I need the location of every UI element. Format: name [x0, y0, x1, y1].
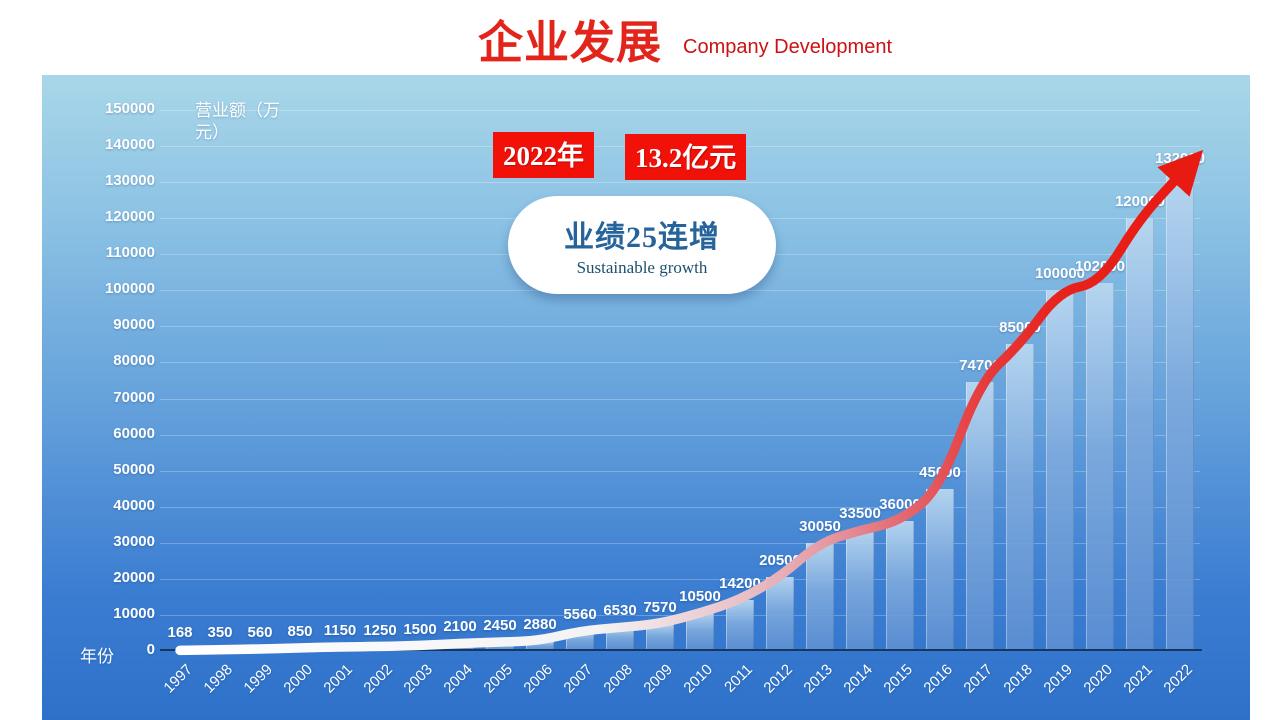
y-tick-label: 20000 [113, 568, 155, 586]
bar [726, 599, 754, 651]
bar [846, 530, 874, 651]
bar-value-label: 7570 [643, 598, 677, 616]
callout-bubble: 业绩25连增 Sustainable growth [508, 196, 776, 294]
bar-value-label: 33500 [839, 505, 881, 523]
bar [1166, 174, 1194, 651]
bar-value-label: 850 [287, 622, 313, 640]
gridline [160, 110, 1200, 111]
bar-value-label: 74700 [959, 356, 1001, 374]
y-tick-label: 100000 [104, 280, 155, 298]
y-axis-title-line1: 营业额（万 [195, 101, 280, 120]
bar-value-label: 10500 [679, 588, 721, 606]
y-tick-label: 70000 [113, 388, 155, 406]
bar [1006, 344, 1034, 651]
callout-title: 业绩25连增 [564, 221, 720, 254]
bar-value-label: 102000 [1074, 258, 1126, 276]
year-badge: 2022年 [493, 132, 594, 178]
y-tick-label: 10000 [113, 604, 155, 622]
chart-panel: 营业额（万 元） 年份 0 10000 20000 30000 40000 50000 60… [42, 75, 1250, 720]
y-tick-label: 30000 [113, 532, 155, 550]
bar [1086, 283, 1114, 651]
bar [686, 613, 714, 651]
page-title: 企业发展 [478, 17, 663, 68]
bar-value-label: 1500 [403, 620, 437, 638]
bar [646, 623, 674, 651]
bar [566, 630, 594, 651]
plot-area: 168 350 560 850 1150 1250 1500 2100 2450 2880 5560… [160, 110, 1205, 651]
bar-value-label: 5560 [563, 605, 597, 623]
y-tick-label: 150000 [104, 100, 155, 117]
bar [1046, 290, 1074, 651]
bar-value-label: 45000 [919, 463, 961, 481]
bar [606, 627, 634, 651]
bar [1126, 218, 1154, 651]
amount-badge: 13.2亿元 [625, 134, 747, 180]
bar-value-label: 20500 [759, 552, 801, 570]
page-subtitle: Company Development [683, 36, 892, 58]
y-tick-label: 110000 [105, 244, 155, 262]
bar-value-label: 1150 [323, 621, 357, 639]
bar [806, 542, 834, 651]
bar-value-label: 2450 [483, 617, 517, 635]
bar [926, 488, 954, 651]
bar-value-label: 2880 [523, 615, 557, 633]
bar-value-label: 14200 [719, 574, 761, 592]
y-tick-label: 140000 [104, 136, 155, 154]
y-axis-title-line2: 元） [195, 123, 229, 143]
bar-value-label: 6530 [603, 602, 637, 620]
bar-value-label: 2100 [443, 618, 477, 636]
bar [766, 577, 794, 651]
bar-value-label: 560 [247, 623, 273, 641]
bar-value-label: 132000 [1154, 149, 1206, 167]
y-tick-label: 120000 [104, 208, 155, 226]
x-axis-line [160, 649, 1202, 651]
y-tick-label: 60000 [113, 424, 155, 442]
x-axis-title: 年份 [80, 647, 114, 666]
y-tick-label: 0 [146, 641, 155, 658]
y-axis-title: 营业额（万 元） [195, 100, 325, 145]
bar [966, 381, 994, 651]
bar-value-label: 30050 [799, 517, 841, 535]
bar-value-label: 1250 [363, 621, 397, 639]
bar-value-label: 350 [207, 624, 233, 641]
y-tick-label: 40000 [113, 496, 155, 514]
callout-subtitle: Sustainable growth [576, 258, 708, 277]
bar-value-label: 120000 [1114, 193, 1166, 211]
y-tick-label: 90000 [113, 316, 155, 334]
y-tick-label: 130000 [104, 172, 155, 190]
bar-value-label: 36000 [879, 496, 921, 514]
y-tick-label: 80000 [113, 352, 155, 370]
bar-value-label: 85000 [999, 319, 1041, 337]
bar [886, 521, 914, 651]
bar-value-label: 168 [167, 624, 193, 641]
y-tick-label: 50000 [113, 460, 155, 478]
